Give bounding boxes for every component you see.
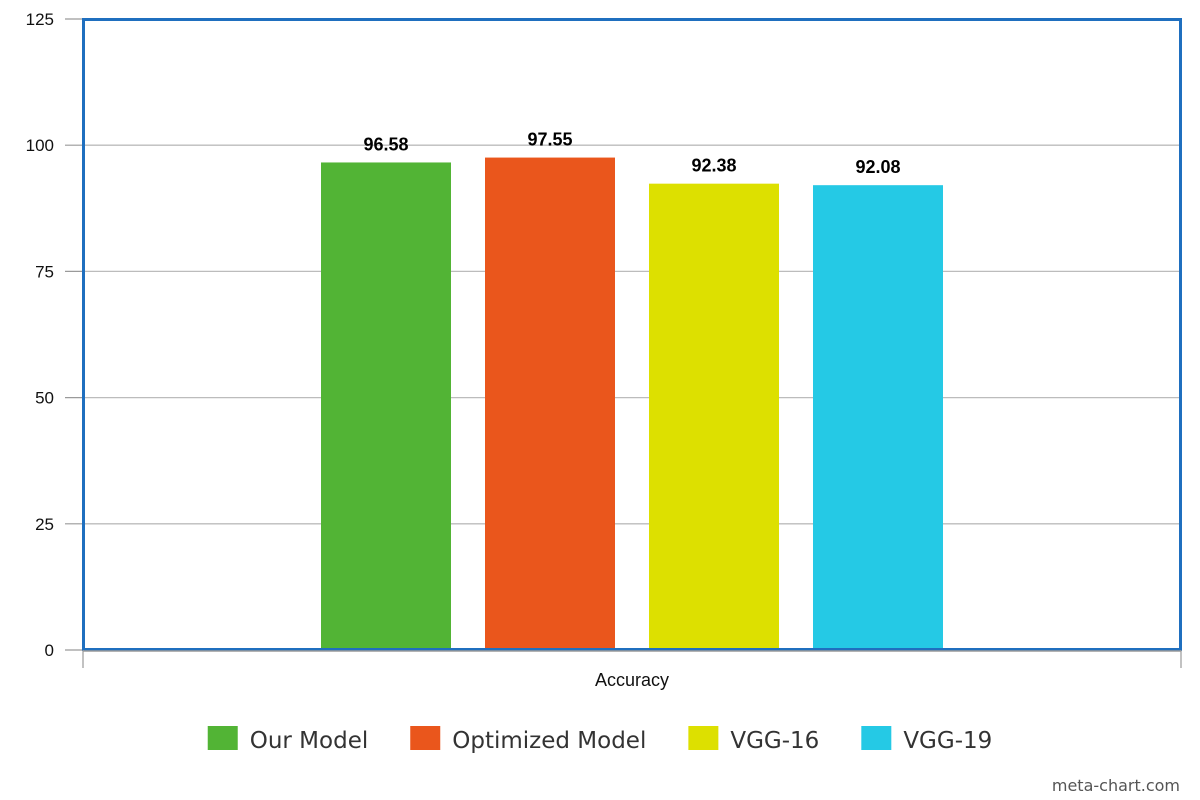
legend-swatch	[207, 726, 238, 750]
legend-swatch	[688, 726, 719, 750]
y-tick-label: 50	[35, 389, 54, 408]
bar-value-label: 92.08	[855, 157, 900, 177]
legend-label: VGG-16	[730, 728, 819, 754]
legend-swatch	[410, 726, 441, 750]
legend-label: VGG-19	[903, 728, 992, 754]
bars: 96.58 97.55 92.38 92.08	[321, 130, 943, 650]
y-tick-label: 25	[35, 515, 54, 534]
legend-label: Optimized Model	[452, 728, 646, 754]
legend-label: Our Model	[250, 728, 369, 754]
y-tick-label: 0	[45, 641, 54, 660]
bar-optimized-model[interactable]	[485, 157, 615, 650]
legend-item-vgg-16[interactable]: VGG-16	[688, 726, 819, 754]
legend-swatch	[861, 726, 892, 750]
bar-value-label: 97.55	[527, 130, 572, 150]
x-axis: Accuracy	[82, 650, 1182, 690]
bar-our-model[interactable]	[321, 162, 451, 650]
x-category-label: Accuracy	[595, 670, 669, 690]
legend-item-optimized-model[interactable]: Optimized Model	[410, 726, 646, 754]
y-tick-label: 125	[26, 10, 54, 29]
y-tick-label: 100	[26, 136, 54, 155]
plot-frame	[82, 18, 1182, 651]
bar-value-label: 92.38	[691, 156, 736, 176]
legend-item-vgg-19[interactable]: VGG-19	[861, 726, 992, 754]
bar-vgg-19[interactable]	[813, 185, 943, 650]
legend[interactable]: Our Model Optimized Model VGG-16 VGG-19	[207, 726, 993, 754]
y-tick-label: 75	[35, 262, 54, 281]
legend-item-our-model[interactable]: Our Model	[207, 726, 369, 754]
watermark: meta-chart.com	[1052, 776, 1180, 795]
bar-value-label: 96.58	[363, 134, 408, 154]
bar-vgg-16[interactable]	[649, 183, 779, 650]
y-axis-ticks: 0 25 50 75 100 125	[26, 10, 83, 660]
grid-lines	[83, 18, 1181, 525]
